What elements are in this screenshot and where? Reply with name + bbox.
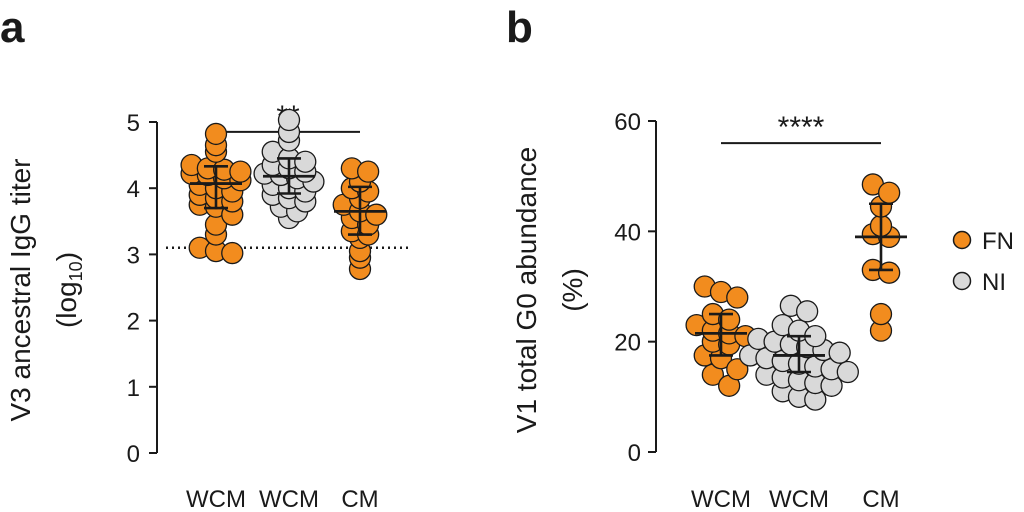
panel-b-marks [685, 173, 907, 411]
panel-b-letter: b [506, 3, 533, 52]
panel-a-y-tick-label: 0 [127, 441, 140, 468]
panel-a-y-tick-label: 5 [127, 110, 140, 137]
panel-b-ylabel-line2: (%) [557, 268, 588, 312]
panel-b-x-category-label: WCM [691, 486, 751, 512]
panel-b-x-category-label: WCM [769, 486, 829, 512]
legend-ni-marker [952, 271, 972, 291]
panel-a-letter: a [0, 3, 25, 52]
panel-b-point-ni [828, 341, 851, 364]
panel-b-point-fn [869, 302, 893, 326]
panel-b-point-fn [726, 286, 749, 309]
panel-a-ylabel-line1: V3 ancestral IgG titer [5, 158, 36, 421]
panel-a-marks [180, 108, 388, 281]
panel-b-y-tick-label: 60 [614, 109, 641, 136]
panel-a-point-fn [229, 160, 252, 183]
panel-a-point-ni [277, 108, 301, 132]
legend-ni-label: NI [982, 269, 1006, 296]
panel-a-y-tick-label: 2 [127, 309, 140, 336]
panel-a-x-category-label: WCM [186, 486, 246, 512]
panel-b-point-fn [877, 181, 901, 204]
panel-b-y-tick-label: 20 [614, 330, 641, 357]
legend-fn-label: FN [982, 228, 1014, 255]
panel-b-axes: 0 20 40 60 WCM WCM CM **** [614, 109, 899, 512]
panel-a-point-ni [294, 150, 317, 173]
panel-a-y-tick-label: 1 [127, 375, 140, 402]
panel-b-point-fn [877, 261, 901, 284]
panel-a-y-tick-label: 3 [127, 242, 140, 269]
panel-b-significance-label: **** [778, 111, 825, 144]
legend-fn-marker [952, 230, 972, 250]
panel-b-y-tick-label: 0 [628, 440, 641, 467]
panel-b-point-ni [795, 300, 819, 323]
panel-b-point-ni [836, 360, 859, 384]
panel-a-y-tick-label: 4 [127, 176, 140, 203]
panel-b: b V1 total G0 abundance (%) 0 20 40 60 WCM WC… [506, 3, 907, 512]
panel-a-point-fn [204, 122, 228, 146]
panel-a-x-category-label: CM [341, 486, 378, 512]
panel-b-ylabel: V1 total G0 abundance (%) [511, 147, 588, 433]
panel-b-point-fn [726, 358, 749, 381]
panel-a-ylabel: V3 ancestral IgG titer (log10) [5, 158, 86, 421]
panel-a-point-fn [221, 241, 244, 265]
panel-a: a V3 ancestral IgG titer (log10) 0 1 2 3 4 5 W… [0, 3, 408, 512]
panel-a-ylabel-line2: (log10) [51, 252, 86, 328]
legend: FN NI [952, 228, 1014, 296]
panel-a-point-fn [365, 203, 388, 226]
panel-a-x-category-label: WCM [259, 486, 319, 512]
panel-a-point-fn [356, 160, 380, 183]
panel-b-ylabel-line1: V1 total G0 abundance [511, 147, 542, 433]
panel-b-x-category-label: CM [862, 486, 899, 512]
panel-b-y-tick-label: 40 [614, 219, 641, 246]
